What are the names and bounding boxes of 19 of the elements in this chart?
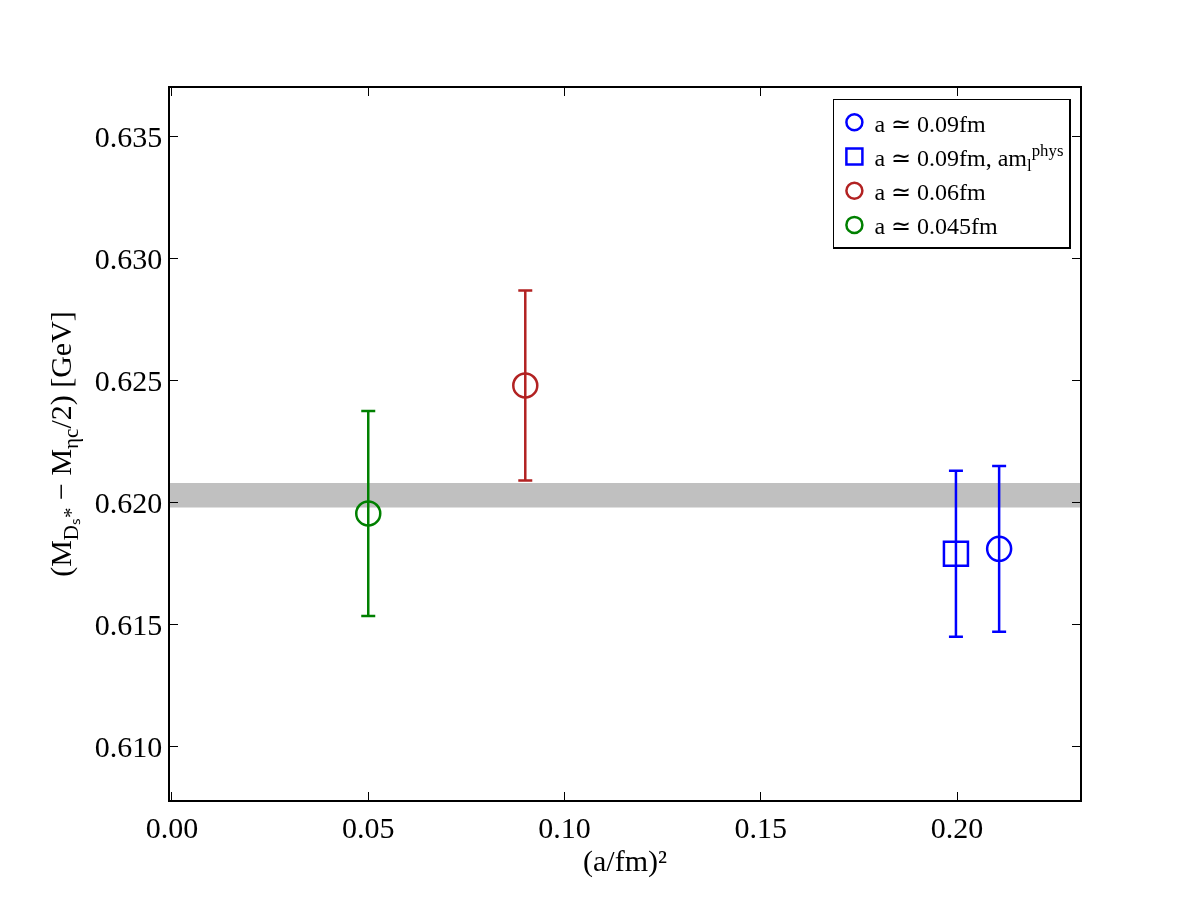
point — [942, 540, 970, 567]
legend-label: a ≃ 0.045fm — [874, 213, 999, 240]
x-axis-title: (a/fm)² — [583, 843, 667, 878]
legend-label: a ≃ 0.06fm — [874, 179, 987, 206]
y-tick-label: 0.620 — [94, 486, 163, 520]
legend-label: a ≃ 0.09fm — [874, 110, 987, 137]
point — [355, 500, 382, 527]
point — [985, 535, 1013, 563]
x-tick-label: 0.10 — [538, 810, 591, 844]
y-tick-label: 0.630 — [94, 242, 163, 276]
y-tick-label: 0.610 — [94, 729, 163, 763]
y-tick-label: 0.635 — [94, 120, 163, 154]
point — [512, 372, 539, 399]
y-tick-label: 0.625 — [94, 364, 163, 398]
x-tick-label: 0.15 — [734, 810, 788, 844]
y-tick-label: 0.615 — [94, 607, 163, 641]
x-tick-label: 0.20 — [930, 810, 984, 844]
x-tick-label: 0.00 — [145, 810, 199, 844]
x-tick-label: 0.05 — [342, 810, 395, 844]
